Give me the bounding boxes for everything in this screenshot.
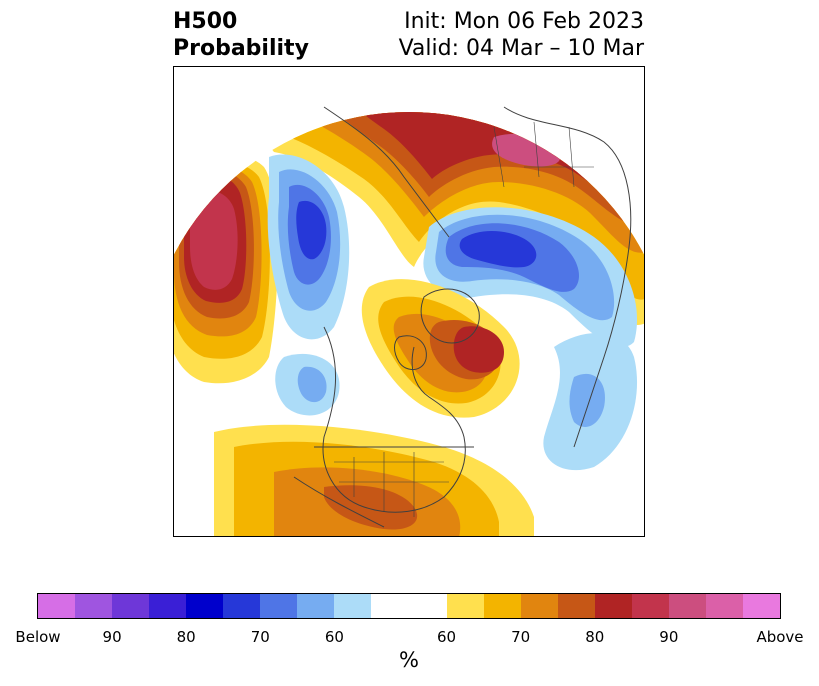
colorbar-swatch-16 bbox=[668, 594, 706, 618]
colorbar-tick-label: 60 bbox=[437, 628, 457, 646]
colorbar-swatch-15 bbox=[631, 594, 669, 618]
coastline-asia bbox=[503, 106, 632, 448]
colorbar-swatch-18 bbox=[742, 594, 780, 618]
colorbar-tick-label: 90 bbox=[659, 628, 679, 646]
map-svg bbox=[174, 106, 644, 536]
coastline-north-america bbox=[322, 326, 466, 513]
colorbar-swatch-5 bbox=[223, 594, 261, 618]
anomaly-above-pacific-85 bbox=[190, 190, 238, 290]
coastline-europe bbox=[323, 106, 450, 238]
colorbar-swatch-9 bbox=[371, 594, 447, 618]
anomaly-below-siberia-75 bbox=[459, 231, 537, 268]
colorbar-swatch-0 bbox=[38, 594, 76, 618]
title-line-2: Probability bbox=[173, 36, 309, 61]
colorbar-swatch-3 bbox=[149, 594, 187, 618]
colorbar-swatch-10 bbox=[446, 594, 484, 618]
anomaly-below-eastasia-65 bbox=[569, 373, 605, 427]
colorbar-tick-label: 80 bbox=[585, 628, 605, 646]
anomaly-below-west-65 bbox=[297, 366, 327, 403]
colorbar-swatch-2 bbox=[112, 594, 150, 618]
colorbar-tick-label: 80 bbox=[176, 628, 196, 646]
colorbar-swatch-11 bbox=[483, 594, 521, 618]
mexico-coast bbox=[293, 476, 385, 528]
colorbar-tick-label: 70 bbox=[511, 628, 531, 646]
coastline-greenland bbox=[420, 288, 480, 344]
colorbar-swatch-13 bbox=[557, 594, 595, 618]
colorbar-tick-label: Above bbox=[756, 628, 804, 646]
colorbar-swatch-7 bbox=[297, 594, 335, 618]
colorbar-swatch-1 bbox=[75, 594, 113, 618]
colorbar-swatch-8 bbox=[334, 594, 372, 618]
colorbar-swatch-4 bbox=[186, 594, 224, 618]
probability-map bbox=[173, 66, 645, 537]
colorbar-tick-label: 90 bbox=[102, 628, 122, 646]
chart-title: H500 Probability bbox=[173, 8, 309, 62]
coastlines bbox=[293, 106, 632, 528]
anomaly-above-north-80 bbox=[324, 112, 636, 207]
colorbar-tick-label: 60 bbox=[324, 628, 344, 646]
colorbar-tick-label: Below bbox=[15, 628, 61, 646]
colorbar-swatch-14 bbox=[594, 594, 632, 618]
init-time: Init: Mon 06 Feb 2023 bbox=[404, 9, 644, 34]
title-line-1: H500 bbox=[173, 9, 238, 34]
anomaly-below-alaska-75 bbox=[296, 200, 327, 260]
run-info: Init: Mon 06 Feb 2023 Valid: 04 Mar – 10… bbox=[399, 8, 644, 62]
anomaly-above-south-75 bbox=[324, 485, 418, 530]
colorbar bbox=[37, 593, 781, 619]
valid-range: Valid: 04 Mar – 10 Mar bbox=[398, 36, 644, 61]
colorbar-swatch-17 bbox=[705, 594, 743, 618]
colorbar-tick-label: 70 bbox=[250, 628, 270, 646]
coastline-hudson-bay bbox=[394, 335, 427, 370]
colorbar-swatch-6 bbox=[260, 594, 298, 618]
political-borders bbox=[334, 121, 594, 517]
colorbar-unit: % bbox=[399, 648, 419, 672]
anomaly-above-center-80 bbox=[453, 326, 504, 373]
colorbar-swatch-12 bbox=[520, 594, 558, 618]
